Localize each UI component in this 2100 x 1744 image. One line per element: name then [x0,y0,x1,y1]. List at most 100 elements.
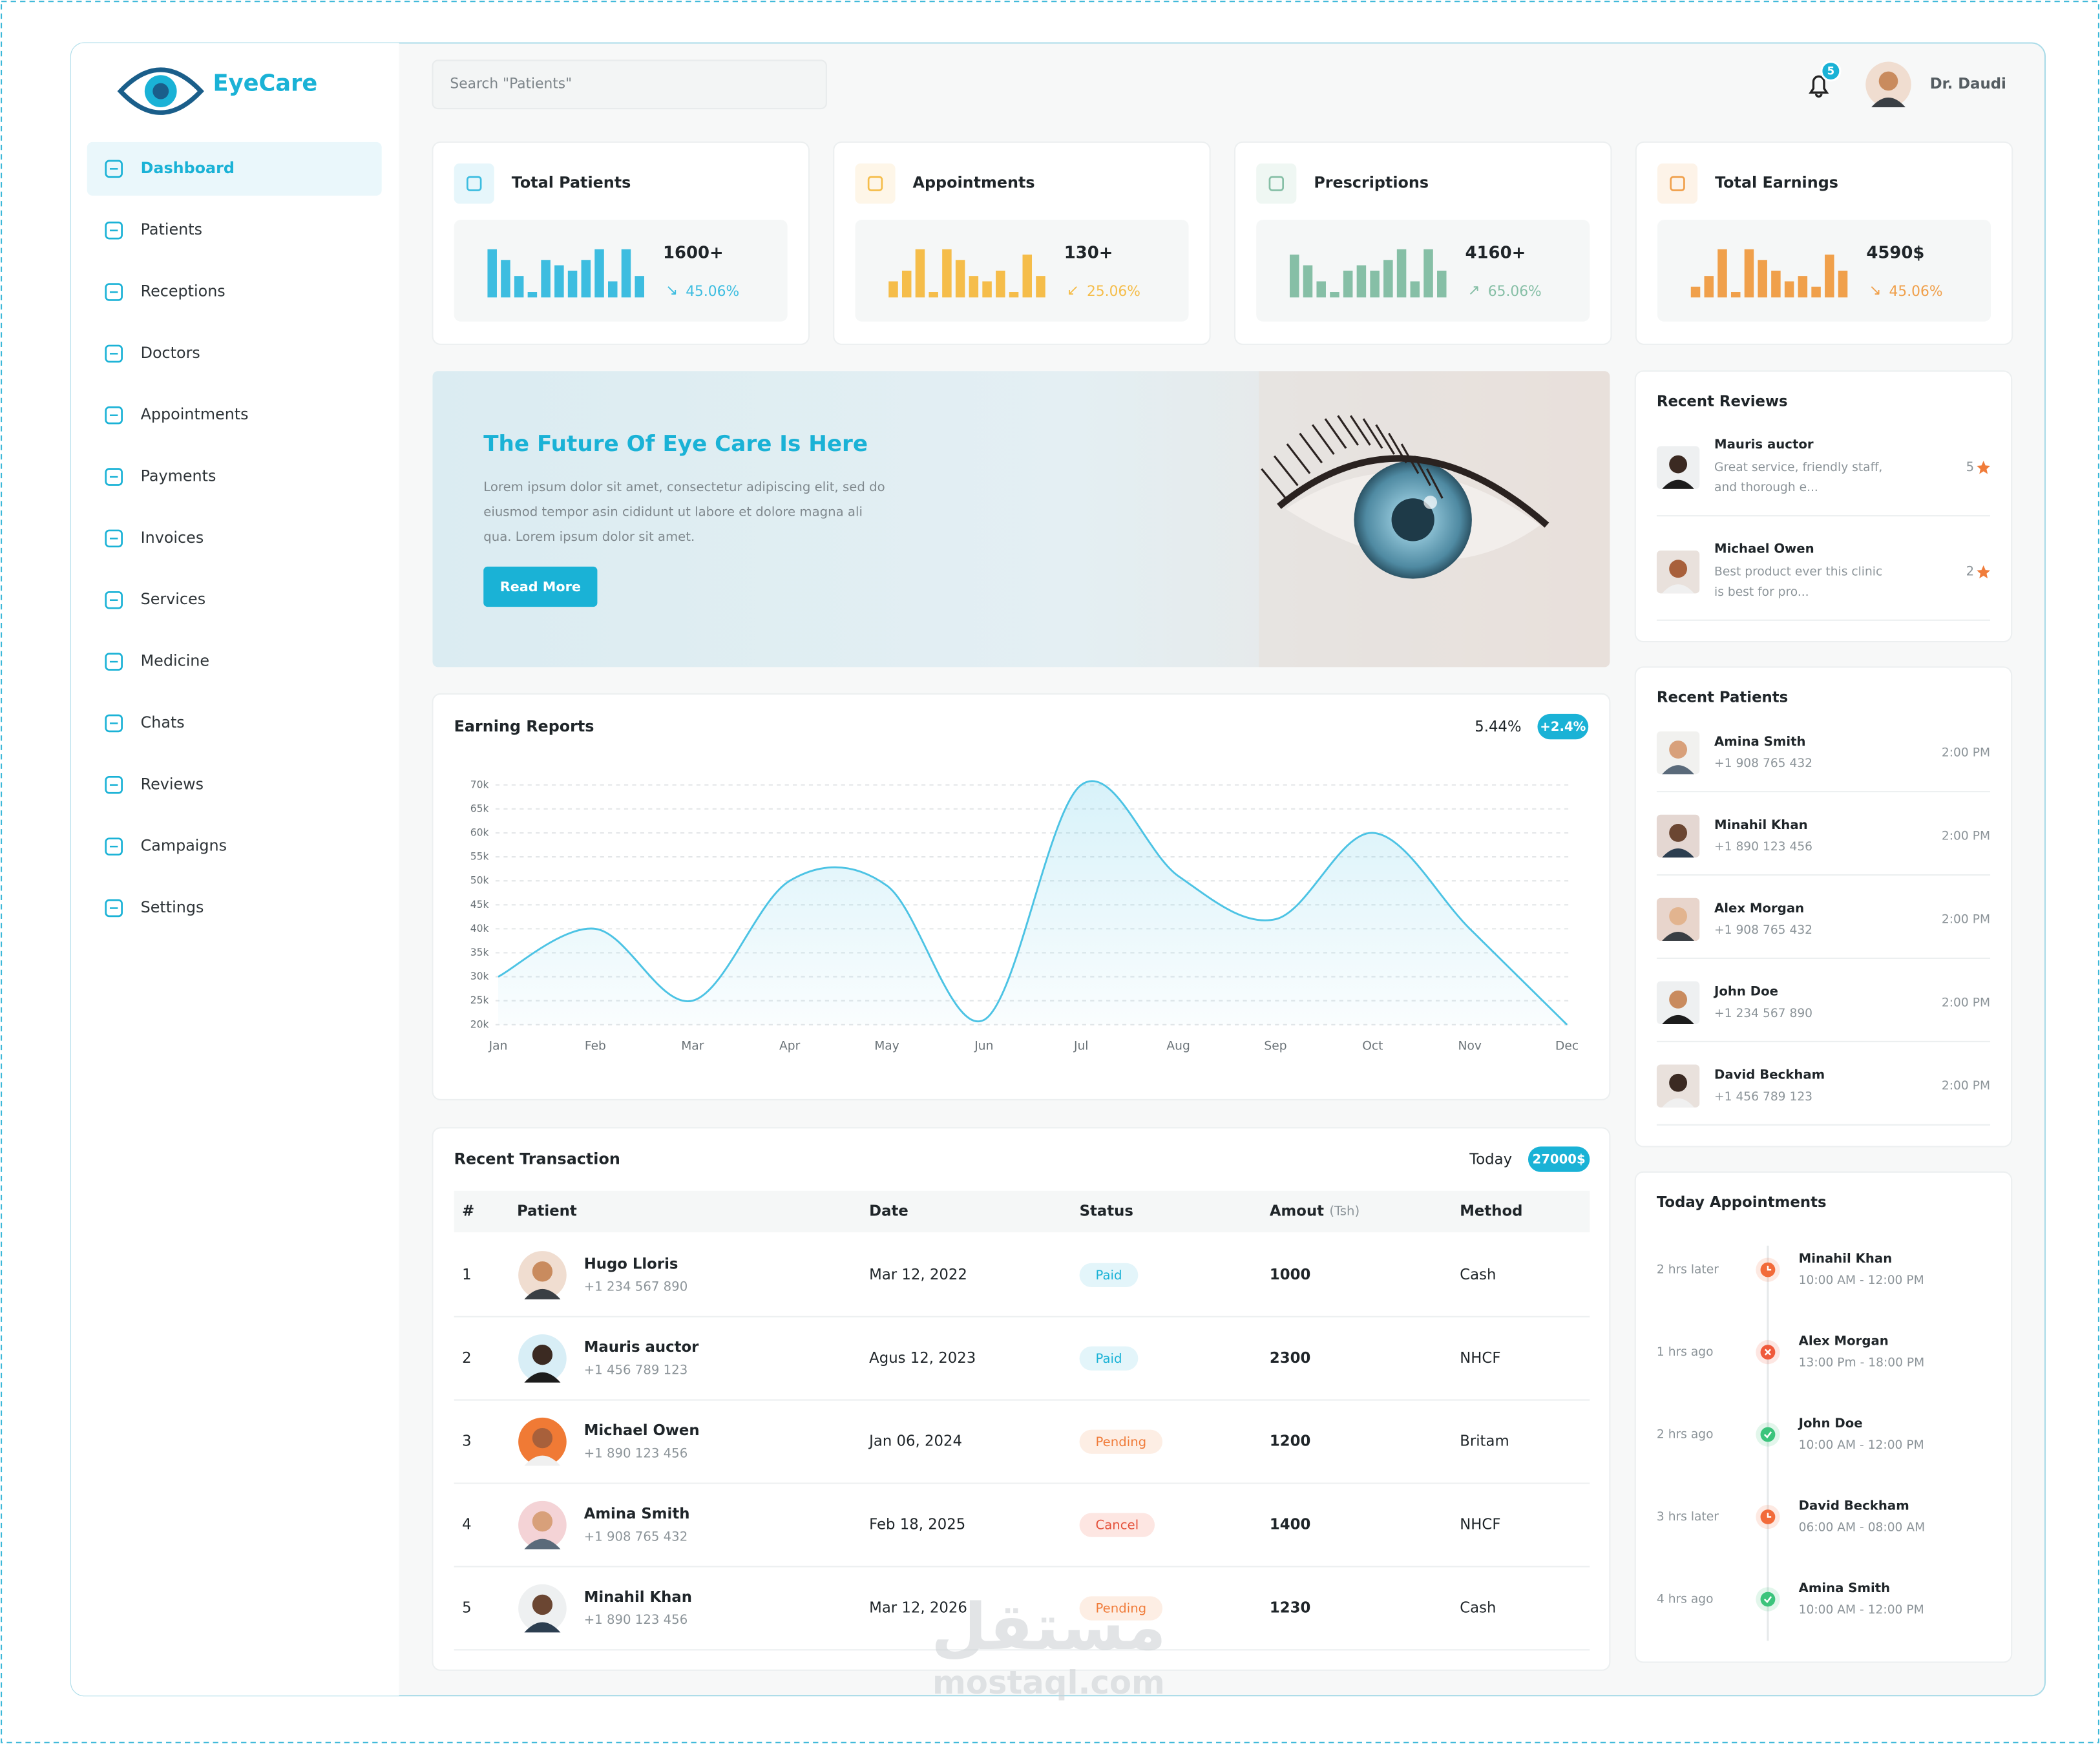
patient-time: 2:00 PM [1942,829,1990,843]
transactions-total: 27000$ [1533,1152,1586,1167]
spark-bar [1784,281,1794,298]
spark-bar [1410,281,1420,298]
avatar-head [1669,990,1688,1009]
patient-avatar [1656,814,1700,858]
nav-item[interactable]: Medicine [105,652,209,671]
y-tick-label: 40k [470,923,489,934]
transactions-card [432,1127,1611,1671]
spark-bar [581,260,591,298]
spark-bar [929,292,938,298]
stat-arrow: ↘ [1869,282,1881,299]
review-name: Mauris auctor [1714,437,1814,452]
y-tick-label: 70k [470,779,489,790]
appointment-time: 10:00 AM - 12:00 PM [1799,1274,1924,1287]
nav-icon [105,837,123,856]
nav-item[interactable]: Receptions [105,282,226,301]
stat-inner [1657,220,1991,322]
recent-patients-card [1634,666,2013,1148]
nav-item[interactable]: Appointments [105,405,249,425]
chart-badge-label: +2.4% [1540,719,1586,734]
patient-phone: +1 234 567 890 [584,1279,688,1294]
row-number: 5 [462,1600,472,1617]
avatar-body [1662,765,1694,775]
transaction-method: Cash [1460,1266,1496,1283]
spark-bar [501,260,510,298]
hero-text: eiusmod tempor asin cididunt ut labore e… [483,504,863,519]
avatar-body [524,1455,561,1466]
stat-inner [855,220,1189,322]
appointment-name: David Beckham [1799,1498,1909,1513]
user-avatar [1865,61,1911,107]
avatar-head [1669,455,1688,474]
spark-bar [996,270,1005,298]
status-pill [1079,1263,1139,1288]
hero-button[interactable] [483,566,598,607]
nav-item[interactable]: Services [105,590,205,609]
nav-item[interactable]: Payments [105,467,216,486]
appointment-ago: 2 hrs later [1657,1263,1719,1277]
patient-phone: +1 456 789 123 [584,1362,688,1377]
spark-bar [594,249,604,298]
nav-icon [105,714,123,733]
nav-item[interactable]: Dashboard [87,142,382,196]
appointment-ago: 4 hrs ago [1657,1592,1714,1606]
nav-icon [105,160,123,178]
y-tick-label: 50k [470,875,489,887]
patient-name: David Beckham [1714,1067,1825,1082]
x-tick-label: Oct [1362,1039,1383,1053]
status-label: Cancel [1095,1518,1139,1533]
stat-change: 65.06% [1488,284,1542,300]
status-label: Pending [1095,1434,1146,1449]
table-header-unit: (Tsh) [1329,1203,1360,1218]
appointment-ago: 3 hrs later [1657,1510,1719,1524]
status-pill [1079,1346,1139,1371]
transaction-date: Agus 12, 2023 [869,1350,976,1367]
eye-lash [1261,468,1286,499]
status-dot [1760,1427,1776,1442]
chart-badge [1537,713,1589,740]
appointment-name: Minahil Khan [1799,1251,1893,1266]
eye-lash [1273,455,1299,487]
review-text: Best product ever this clinic [1714,565,1882,579]
logo [117,67,204,115]
spark-bar [1730,292,1741,298]
rating-star [1977,565,1991,579]
spark-bar [1330,292,1339,298]
search-box[interactable] [432,59,827,110]
spark-bar [1396,249,1407,298]
stat-title: Appointments [913,174,1035,192]
review-text: and thorough e... [1714,481,1818,494]
avatar-head [1669,560,1688,578]
nav-item[interactable]: Doctors [105,344,200,363]
avatar-body [524,1372,561,1383]
spark-bar [1717,249,1727,298]
stat-icon [467,176,482,191]
eye-lash [1299,432,1323,464]
bell-icon[interactable] [1809,75,1829,98]
nav-icon [105,283,123,301]
transaction-method: Britam [1460,1433,1509,1450]
nav-item[interactable]: Campaigns [105,837,227,856]
hero-text: qua. Lorem ipsum dolor sit amet. [483,529,695,544]
table-header: Date [869,1203,908,1219]
spark-bar [982,281,992,298]
spark-bar [1009,292,1019,298]
eye-lash [1362,418,1383,449]
x-tick-label: Feb [585,1039,606,1053]
patient-phone: +1 908 765 432 [584,1529,688,1544]
nav-item[interactable]: Settings [105,898,204,918]
x-tick-label: Jan [488,1039,508,1053]
x-tick-label: May [874,1039,899,1053]
stat-change: 25.06% [1087,284,1140,300]
nav-item[interactable]: Patients [105,220,202,240]
spark-bar [1825,254,1834,298]
spark-bar [1704,276,1714,298]
nav-item[interactable]: Reviews [105,775,204,794]
nav-item[interactable]: Chats [105,713,185,733]
stat-arrow: ↗ [1468,282,1480,299]
avatar-body [524,1539,561,1550]
spark-bar [1022,254,1033,298]
nav-item[interactable]: Invoices [105,529,204,548]
eye-lash [1400,443,1420,474]
